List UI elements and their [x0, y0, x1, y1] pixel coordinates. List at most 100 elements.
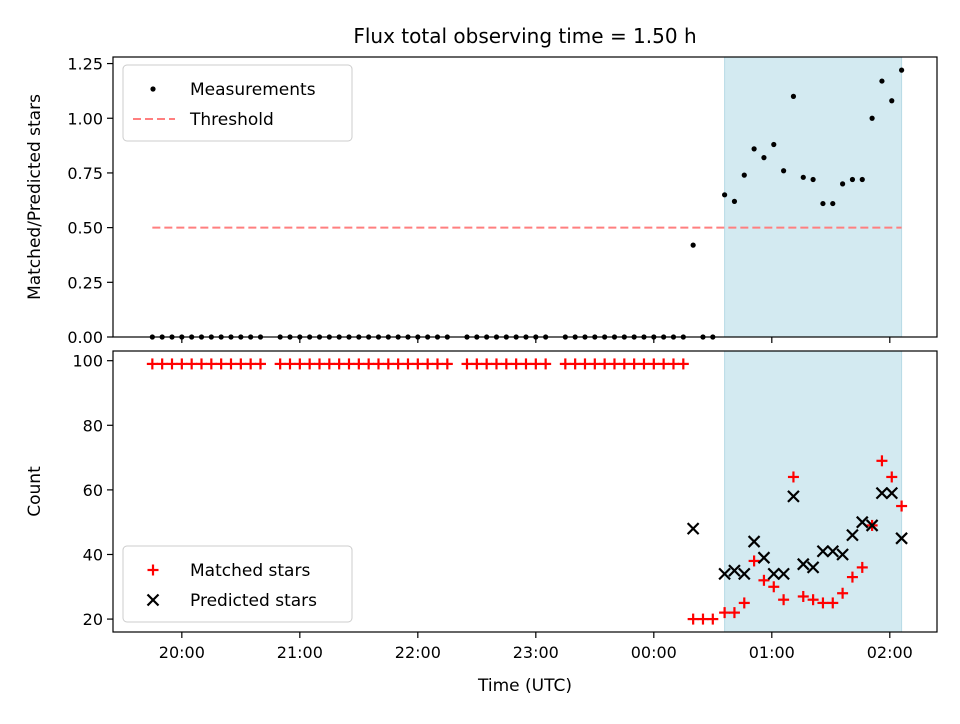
measurements-point [690, 242, 696, 248]
matched-stars-point [186, 358, 198, 370]
matched-stars-point [461, 358, 473, 370]
matched-stars-point [431, 358, 443, 370]
ratio-panel: 0.00 0.25 0.50 0.75 1.00 1.25 Matched/Predicte… [25, 55, 938, 347]
measurements-point [761, 155, 767, 161]
x-tick-label: 00:00 [631, 643, 677, 662]
matched-stars-point [797, 590, 809, 602]
matched-stars-point [677, 358, 689, 370]
y-tick-label: 60 [83, 481, 103, 500]
y-tick-label: 100 [72, 352, 103, 371]
matched-stars-point [687, 613, 699, 625]
matched-stars-point [422, 358, 434, 370]
predicted-stars-point [895, 532, 908, 545]
matched-stars-point [254, 358, 266, 370]
y-tick-label: 0.75 [67, 164, 103, 183]
matched-stars-point [638, 358, 650, 370]
y-tick-label: 0.50 [67, 219, 103, 238]
matched-stars-point [787, 471, 799, 483]
y-axis-label: Count [25, 466, 45, 517]
measurements-point [741, 172, 747, 178]
measurements-point [840, 181, 846, 187]
y-tick-label: 1.00 [67, 109, 103, 128]
y-tick-label: 1.25 [67, 55, 103, 74]
measurements-point [849, 176, 856, 183]
matched-stars-point [846, 571, 858, 583]
matched-stars-point [856, 561, 868, 573]
matched-stars-point [353, 358, 365, 370]
matched-stars-point [363, 358, 375, 370]
y-tick-label: 40 [83, 545, 103, 564]
measurements-point [731, 198, 738, 204]
predicted-stars-point [777, 567, 790, 581]
measurements-point [800, 174, 806, 180]
matched-stars-point [599, 358, 611, 370]
x-tick-label: 21:00 [277, 643, 323, 662]
matched-stars-point [333, 358, 345, 370]
predicted-stars-point [787, 490, 800, 503]
x-tick-label: 20:00 [159, 643, 205, 662]
y-axis-label: Matched/Predicted stars [25, 94, 45, 300]
legend: Matched stars Predicted stars [122, 545, 353, 623]
matched-stars-point [304, 358, 316, 370]
matched-stars-point [520, 358, 532, 370]
matched-stars-point [343, 358, 355, 370]
matched-stars-point [569, 358, 581, 370]
matched-stars-point [146, 358, 158, 370]
predicted-stars-point [686, 522, 700, 535]
y-tick-label: 0.25 [67, 273, 103, 292]
matched-stars-point [837, 587, 849, 599]
matched-stars-point [176, 358, 188, 370]
matched-stars-point [618, 358, 630, 370]
matched-stars-point [530, 358, 542, 370]
measurements-point [781, 168, 787, 174]
matched-stars-point [392, 358, 404, 370]
matched-stars-point [235, 358, 247, 370]
measurements-point [899, 67, 905, 73]
matched-stars-point [886, 471, 898, 483]
matched-stars-point [579, 358, 591, 370]
matched-stars-point [166, 358, 178, 370]
predicted-stars-point [846, 528, 859, 542]
matched-stars-point [205, 358, 217, 370]
matched-stars-point [817, 597, 829, 609]
predicted-stars-point [875, 486, 889, 500]
observing-window-shade [724, 57, 902, 337]
count-panel: 20 40 60 80 100 20:00 21:00 22:00 23:00 00:00 01:0… [25, 350, 938, 662]
legend-predicted-stars-label: Predicted stars [190, 591, 317, 611]
predicted-stars-point [836, 548, 849, 561]
matched-stars-point [372, 358, 384, 370]
matched-stars-point [896, 500, 908, 512]
measurements-point [790, 93, 797, 99]
x-tick-label: 22:00 [395, 643, 441, 662]
matched-stars-point [748, 555, 760, 567]
predicted-stars-point [865, 519, 879, 532]
measurements-point [722, 192, 728, 198]
matched-stars-point [441, 358, 453, 370]
y-tick-label: 20 [83, 610, 103, 629]
matched-stars-point [382, 358, 394, 370]
matched-stars-point [245, 358, 257, 370]
matched-stars-point [608, 358, 620, 370]
matched-stars-point [215, 358, 227, 370]
matched-stars-point [323, 358, 335, 370]
y-tick-label: 80 [83, 416, 103, 435]
matched-stars-point [540, 358, 552, 370]
legend-box [122, 64, 353, 142]
matched-stars-point [658, 358, 670, 370]
predicted-stars-point [816, 544, 830, 558]
plot-frame [112, 350, 938, 633]
predicted-stars-point [885, 486, 899, 500]
measurements-point [810, 176, 816, 183]
matched-stars-point [412, 358, 424, 370]
legend: Measurements Threshold [122, 64, 353, 142]
predicted-stars-point [718, 567, 731, 581]
matched-stars-point [728, 607, 740, 619]
matched-stars-point [758, 574, 770, 586]
measurements-point [820, 200, 826, 207]
matched-stars-point [707, 613, 719, 625]
predicted-stars-point [747, 535, 761, 548]
matched-stars-point [628, 358, 640, 370]
x-tick-label: 02:00 [867, 643, 913, 662]
matched-stars-point [500, 358, 512, 370]
